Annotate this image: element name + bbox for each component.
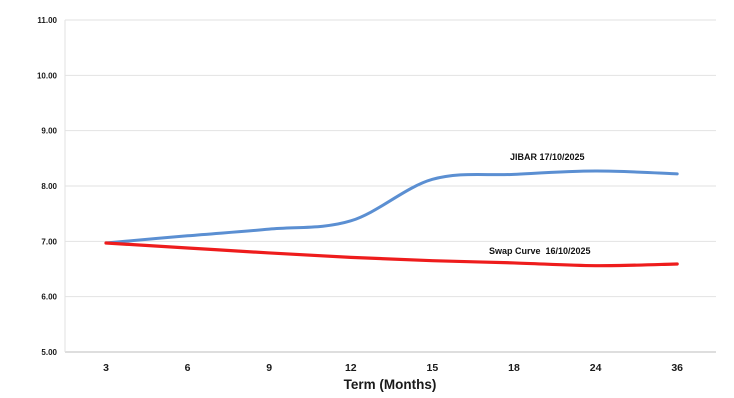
series-label-swap-curve: Swap Curve 16/10/2025 xyxy=(489,246,591,256)
y-tick-label: 7.00 xyxy=(41,237,57,246)
y-tick-label: 11.00 xyxy=(37,16,57,25)
series-line-jibar xyxy=(104,169,679,245)
x-tick-label: 18 xyxy=(508,362,520,374)
x-tick-label: 9 xyxy=(266,362,272,374)
y-tick-label: 10.00 xyxy=(37,71,58,80)
y-tick-label: 8.00 xyxy=(41,182,57,191)
y-tick-label: 9.00 xyxy=(41,127,57,136)
x-tick-label: 12 xyxy=(345,362,357,374)
y-tick-label: 5.00 xyxy=(41,348,57,357)
series-lines xyxy=(104,169,679,268)
series-label-jibar: JIBAR 17/10/2025 xyxy=(510,152,585,162)
y-tick-label: 6.00 xyxy=(41,293,57,302)
series-line-swap-curve xyxy=(104,241,679,268)
gridlines xyxy=(65,19,716,353)
x-tick-label: 3 xyxy=(103,362,109,374)
x-axis-title: Term (Months) xyxy=(344,377,437,392)
x-tick-label: 36 xyxy=(671,362,683,374)
x-axis-ticks: 3 6 9 12 15 18 24 36 xyxy=(103,362,683,374)
x-tick-label: 6 xyxy=(185,362,191,374)
x-tick-label: 15 xyxy=(427,362,439,374)
y-axis-ticks: 5.00 6.00 7.00 8.00 9.00 10.00 11.00 xyxy=(37,16,58,357)
x-tick-label: 24 xyxy=(590,362,602,374)
